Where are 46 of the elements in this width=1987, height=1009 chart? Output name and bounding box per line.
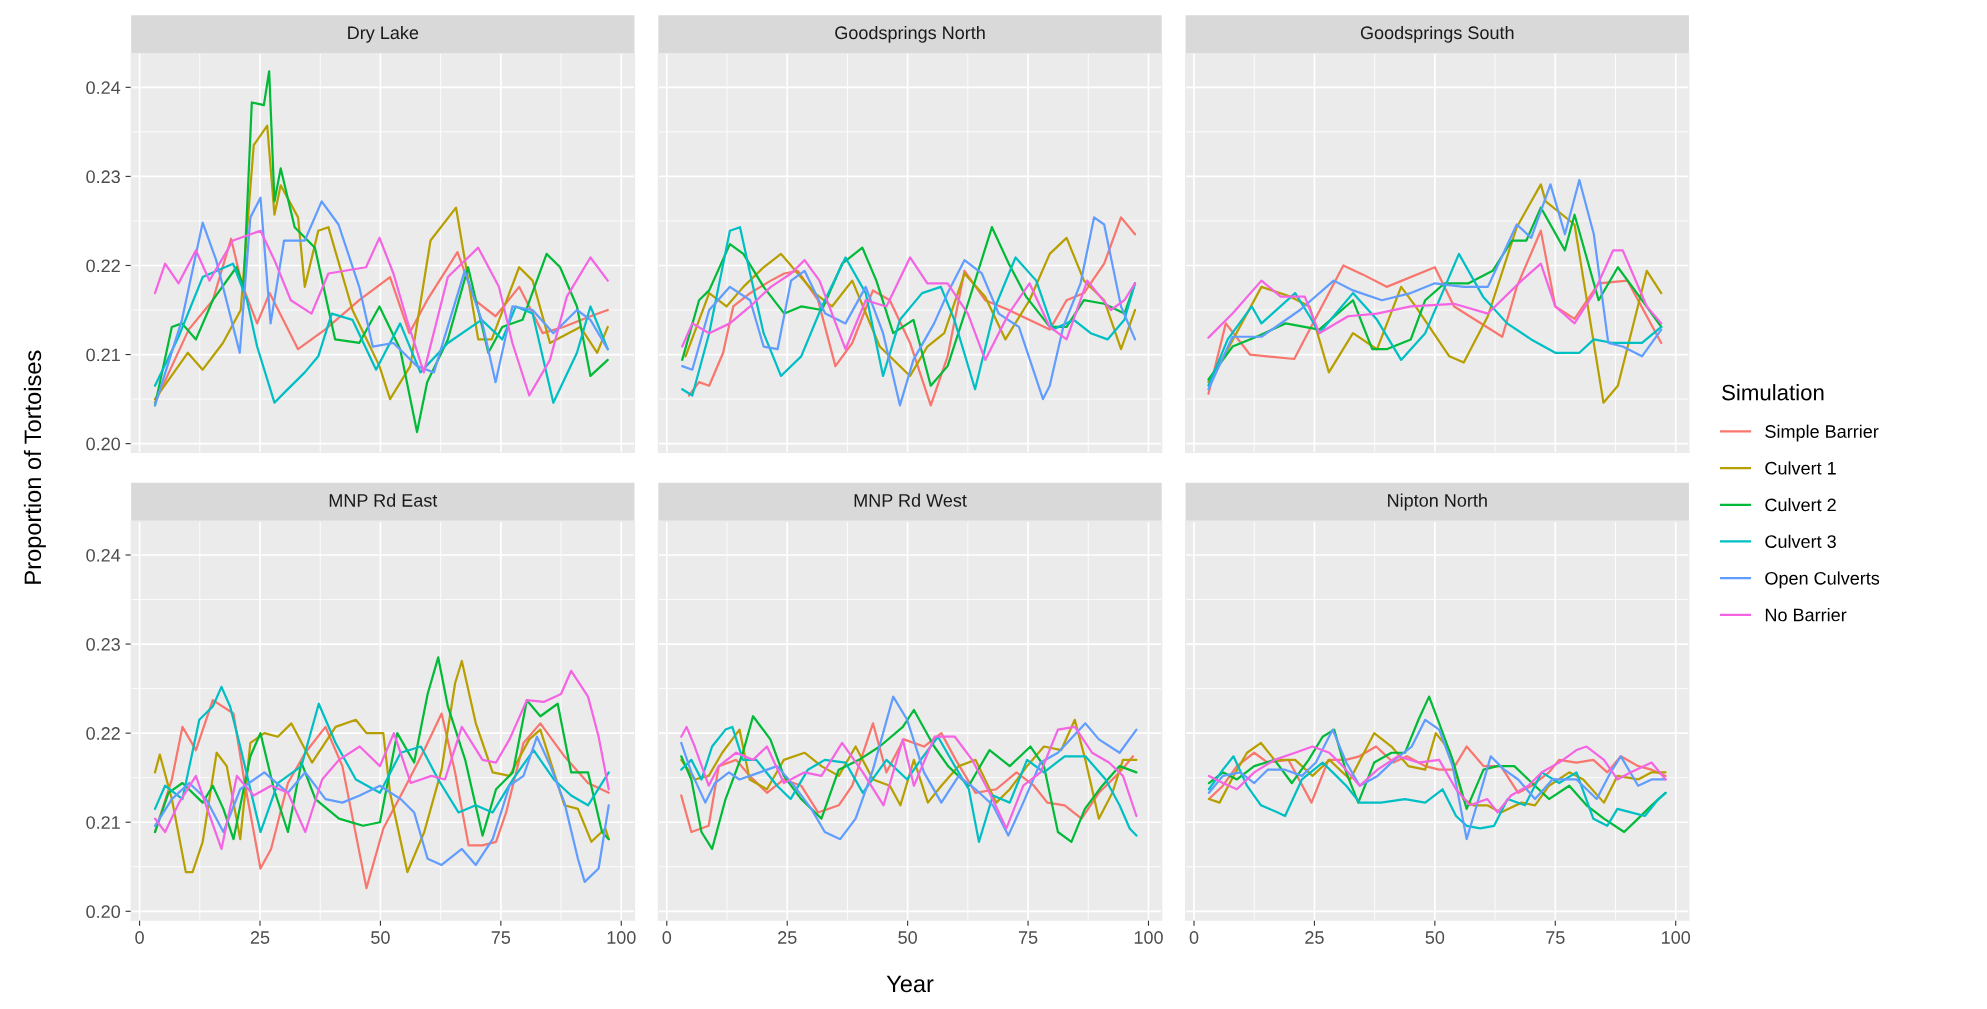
x-tick-label: 0 bbox=[135, 931, 144, 944]
x-tick-label: 0 bbox=[1189, 931, 1199, 944]
y-tick-label: 0.23 bbox=[86, 638, 120, 651]
legend-label: Culvert 3 bbox=[1765, 534, 1836, 548]
x-tick-label: 100 bbox=[607, 931, 636, 944]
y-tick-label: 0.24 bbox=[86, 81, 121, 95]
y-tick-label: 0.21 bbox=[86, 816, 120, 829]
line-series bbox=[153, 685, 610, 834]
chart-title: Nipton North bbox=[1388, 493, 1487, 511]
y-tick-label: 0.24 bbox=[86, 548, 121, 562]
legend-label: Culvert 1 bbox=[1765, 461, 1836, 475]
legend-label: Simple Barrier bbox=[1765, 424, 1879, 442]
y-tick-label: 0.20 bbox=[86, 437, 121, 451]
y-tick-label: 0.22 bbox=[86, 727, 120, 740]
x-axis-title: Year bbox=[886, 975, 934, 993]
chart-title: Dry Lake bbox=[348, 25, 419, 43]
chart-title: MNP Rd West bbox=[854, 493, 967, 507]
x-tick-label: 75 bbox=[491, 931, 511, 944]
legend-label: Open Culverts bbox=[1765, 571, 1880, 589]
chart-title: Goodsprings North bbox=[835, 25, 985, 43]
x-tick-label: 25 bbox=[778, 931, 797, 944]
x-tick-label: 50 bbox=[898, 931, 917, 944]
x-tick-label: 25 bbox=[250, 931, 270, 944]
y-tick-label: 0.22 bbox=[86, 259, 120, 273]
x-tick-label: 25 bbox=[1305, 931, 1324, 944]
line-series bbox=[153, 70, 609, 434]
y-tick-label: 0.23 bbox=[86, 170, 120, 184]
x-tick-label: 50 bbox=[1425, 931, 1445, 944]
line-series bbox=[153, 735, 610, 884]
y-tick-label: 0.21 bbox=[86, 348, 120, 362]
x-tick-label: 75 bbox=[1018, 931, 1038, 944]
x-tick-label: 50 bbox=[371, 931, 390, 944]
x-tick-label: 0 bbox=[662, 931, 672, 944]
x-tick-label: 75 bbox=[1546, 931, 1565, 944]
x-tick-label: 100 bbox=[1134, 931, 1163, 944]
chart-title: MNP Rd East bbox=[329, 493, 438, 507]
chart-title: Goodsprings South bbox=[1360, 25, 1514, 43]
x-tick-label: 100 bbox=[1662, 931, 1691, 944]
y-axis-title: Proportion of Tortoises bbox=[23, 350, 46, 584]
legend-label: Culvert 2 bbox=[1765, 498, 1836, 512]
line-series bbox=[153, 196, 609, 407]
line-series bbox=[153, 659, 610, 874]
line-series bbox=[153, 124, 609, 401]
legend-label: No Barrier bbox=[1765, 608, 1847, 622]
y-tick-label: 0.20 bbox=[86, 905, 121, 919]
legend-title: Simulation bbox=[1722, 384, 1824, 401]
